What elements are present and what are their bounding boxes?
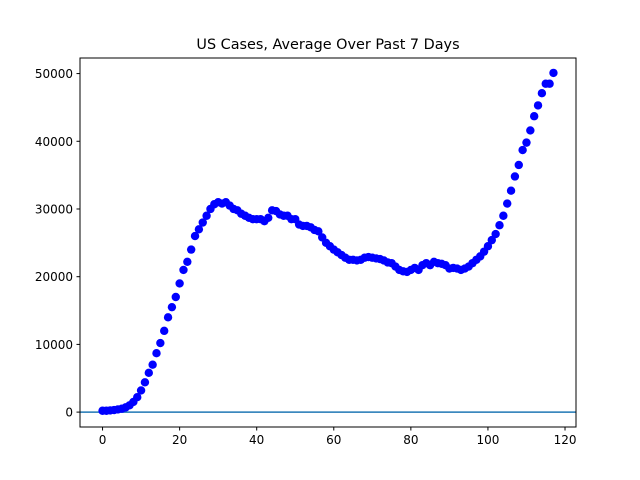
data-point — [171, 292, 180, 302]
x-tick-label: 20 — [172, 433, 187, 447]
data-point — [495, 221, 504, 230]
y-tick-label: 50000 — [35, 67, 73, 81]
data-point — [194, 225, 204, 234]
data-point — [144, 368, 153, 378]
data-point — [549, 68, 558, 78]
data-point — [167, 302, 177, 312]
data-point — [533, 101, 543, 110]
y-tick-label: 10000 — [35, 338, 73, 352]
data-point — [499, 211, 508, 220]
data-point — [264, 213, 273, 222]
data-point — [183, 257, 192, 266]
data-point — [487, 235, 496, 245]
data-point — [506, 186, 516, 195]
data-point — [537, 89, 547, 98]
data-point — [522, 138, 531, 147]
chart-title: US Cases, Average Over Past 7 Days — [196, 37, 459, 53]
x-tick-label: 0 — [99, 433, 107, 447]
y-tick-label: 40000 — [35, 135, 73, 149]
data-point — [140, 378, 150, 387]
data-point — [133, 393, 142, 402]
x-tick-label: 100 — [476, 433, 499, 447]
x-tick-label: 40 — [249, 433, 264, 447]
data-point — [163, 313, 173, 322]
data-point — [186, 245, 196, 254]
data-point — [510, 172, 520, 181]
data-point — [483, 242, 493, 251]
data-point — [179, 265, 188, 275]
data-point — [514, 160, 523, 170]
data-point — [152, 349, 161, 358]
data-point — [175, 279, 184, 288]
data-point — [160, 326, 169, 336]
data-point — [136, 386, 146, 395]
data-point — [190, 231, 200, 241]
axes-frame — [79, 57, 577, 428]
y-tick-label: 30000 — [35, 202, 73, 216]
data-point — [518, 145, 527, 155]
x-tick-label: 80 — [403, 433, 418, 447]
data-point — [491, 229, 500, 239]
data-point — [156, 338, 165, 348]
data-point — [526, 126, 535, 135]
data-point — [503, 199, 512, 208]
data-point — [529, 112, 539, 121]
plot-area: 0 20 40 60 80 100 120 0 10000 20000 30000 40000 5000… — [35, 57, 577, 447]
y-tick-label: 20000 — [35, 270, 73, 284]
x-tick-label: 60 — [326, 433, 341, 447]
data-point — [314, 227, 323, 236]
x-tick-label: 120 — [554, 433, 577, 447]
y-tick-label: 0 — [65, 406, 73, 420]
data-point — [545, 79, 554, 88]
data-point — [148, 360, 157, 369]
data-point — [198, 218, 207, 227]
data-point — [202, 211, 211, 220]
